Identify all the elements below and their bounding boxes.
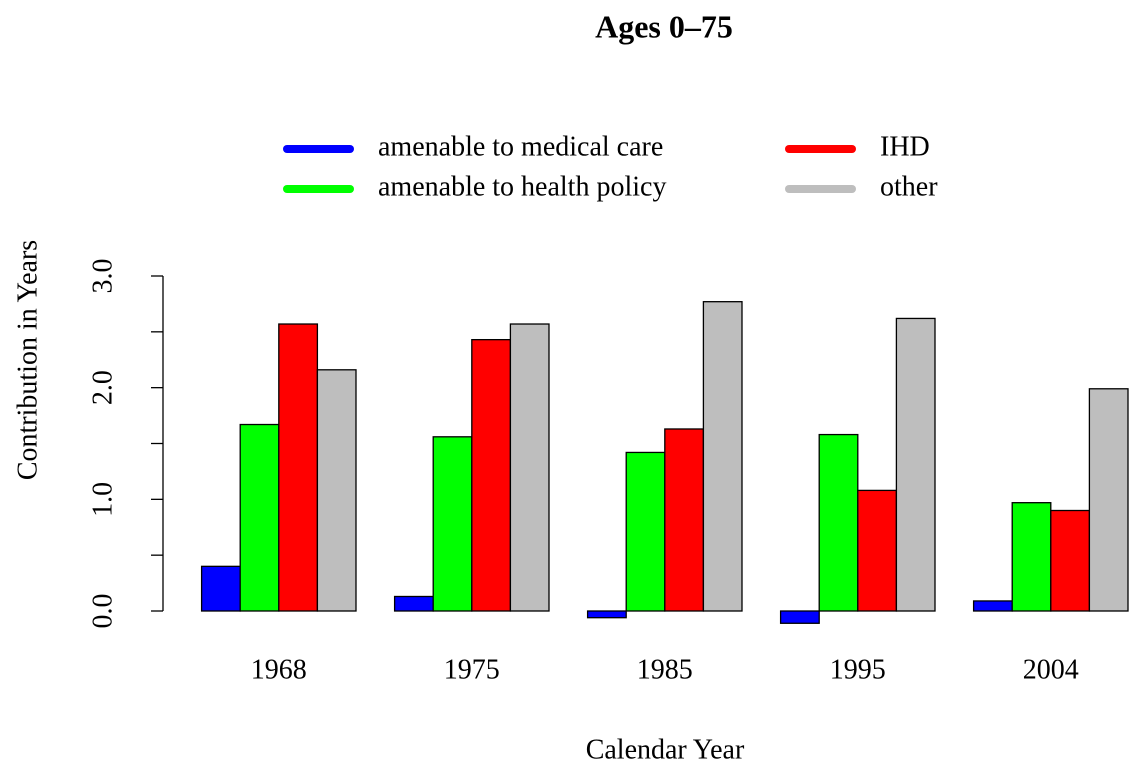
x-tick-label: 2004 [1023,654,1079,685]
y-tick-label: 3.0 [87,259,118,294]
bar [1088,388,1129,612]
bar [972,600,1013,612]
bar [471,338,512,612]
bar [818,433,859,612]
bar [1050,509,1091,612]
y-tick-label: 2.0 [87,370,118,405]
bar [625,451,666,612]
bar [278,323,319,612]
bar [664,428,705,612]
x-tick-label: 1995 [830,654,886,685]
x-tick-label: 1975 [444,654,500,685]
bar [1011,502,1052,612]
bar [200,565,241,612]
legend-label: amenable to health policy [378,171,666,202]
bar [432,436,473,612]
bar [316,369,357,612]
legend-label: IHD [880,131,930,162]
x-tick-label: 1968 [251,654,307,685]
x-tick-label: 1985 [637,654,693,685]
bar [586,610,627,619]
bar [702,301,743,612]
legend-label: other [880,171,938,202]
bar [779,610,820,624]
bar [509,323,550,612]
y-tick-label: 0.0 [87,594,118,629]
legend-label: amenable to medical care [378,131,663,162]
y-axis-label: Contribution in Years [12,240,43,480]
y-tick-label: 1.0 [87,482,118,517]
bar [857,489,898,612]
x-axis-label: Calendar Year [586,734,745,765]
bar [239,423,280,612]
bar [895,317,936,612]
bar [393,595,434,612]
chart-title: Ages 0–75 [595,8,733,44]
